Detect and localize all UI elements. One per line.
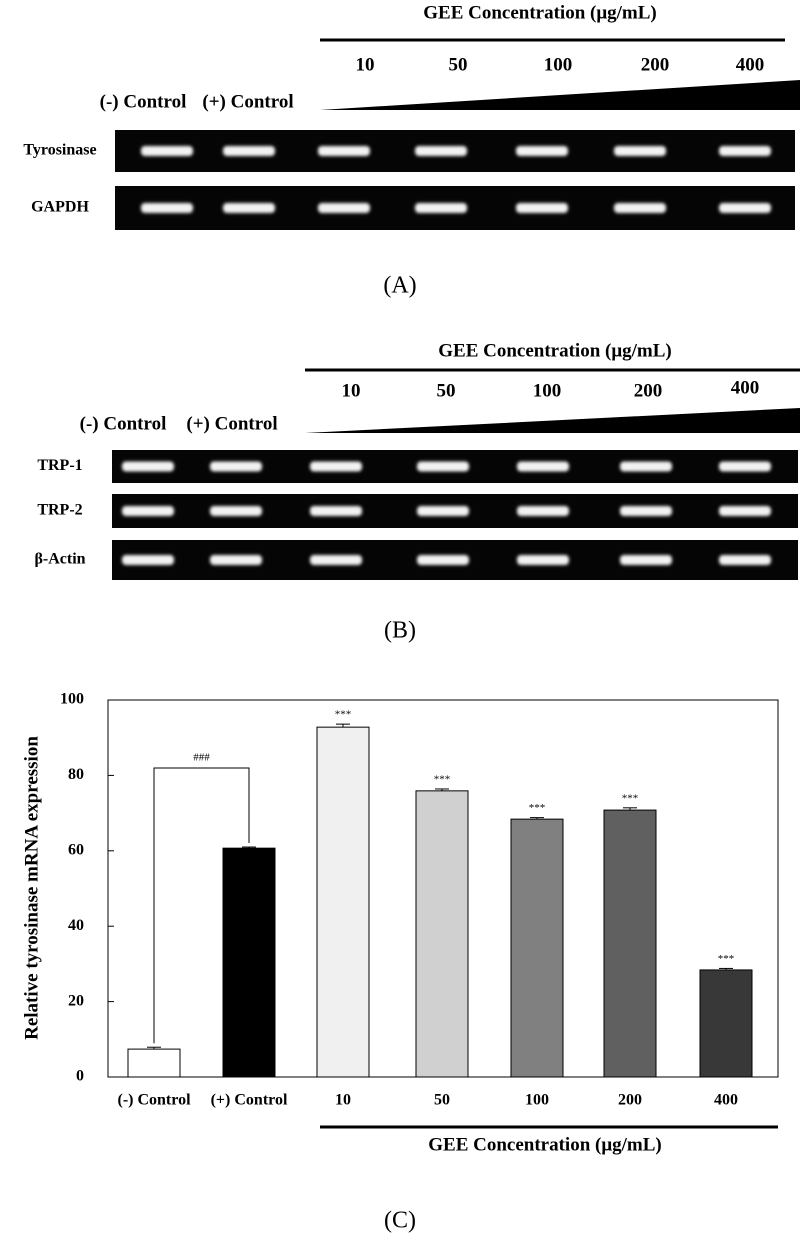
control-label: (+) Control [202,91,293,112]
gel-band [210,506,262,516]
gel-band [614,146,666,156]
gel-band [310,461,362,472]
panel-b: GEE Concentration (μg/mL) (B) 10 50 100 200… [34,340,800,644]
gel-band [223,203,275,213]
y-tick-label: 40 [68,917,84,934]
gel-band [516,203,568,213]
x-tick-label: 10 [335,1092,351,1109]
x-axis-label: GEE Concentration (μg/mL) [428,1134,661,1155]
concentration-title: GEE Concentration (μg/mL) [423,2,656,23]
gene-label: TRP-2 [37,502,82,519]
panel-label: (C) [384,1208,416,1234]
gel-band [719,506,771,516]
gel-band [210,461,262,472]
gene-label: GAPDH [31,199,89,216]
panel-label: (A) [383,273,416,299]
bar [699,969,753,1078]
bracket-label: ### [193,752,210,764]
significance-label: *** [718,953,735,965]
gene-label: Tyrosinase [23,142,96,159]
concentration-label: 100 [544,54,573,75]
concentration-label: 400 [736,54,765,75]
concentration-label: 400 [731,377,760,398]
y-tick-label: 80 [68,766,84,783]
significance-label: *** [622,792,639,804]
gel-band [141,203,193,213]
bar [510,818,564,1078]
gel-band [318,203,370,213]
y-tick-label: 20 [68,992,84,1009]
gel-band [122,461,174,472]
control-label: (-) Control [80,413,167,434]
gel-band [719,555,771,565]
y-tick-label: 0 [76,1068,84,1085]
panel-a: GEE Concentration (μg/mL) (A) 10 50 100 200… [23,2,800,299]
concentration-label: 10 [356,54,375,75]
bar [316,726,370,1078]
concentration-label: 10 [342,380,361,401]
bar [415,790,469,1078]
control-label: (-) Control [100,91,187,112]
gel-band [516,146,568,156]
gel-band [417,555,469,565]
significance-bracket [153,767,250,1044]
x-tick-label: 400 [714,1092,738,1109]
gradient-wedge [320,80,800,110]
gel-band [122,555,174,565]
gel-band [517,506,569,516]
bar [127,1048,181,1078]
concentration-label: 50 [449,54,468,75]
panel-label: (B) [384,618,416,644]
concentration-label: 100 [533,380,562,401]
bar [603,809,657,1078]
x-tick-label: 200 [618,1092,642,1109]
x-tick-label: (-) Control [117,1092,191,1109]
concentration-label: 200 [641,54,670,75]
concentration-title: GEE Concentration (μg/mL) [438,340,671,361]
gel-band [719,146,771,156]
significance-label: *** [434,774,451,786]
gel-band [318,146,370,156]
gel-band [122,506,174,516]
gradient-wedge [305,408,800,433]
gel-band [614,203,666,213]
gel-band [310,506,362,516]
gel-band [620,555,672,565]
gel-band [417,461,469,472]
gel-band [210,555,262,565]
gel-band [310,555,362,565]
control-label: (+) Control [186,413,277,434]
significance-label: *** [529,802,546,814]
gel-band [415,203,467,213]
gel-band [415,146,467,156]
gel-band [417,506,469,516]
bar [222,847,276,1078]
concentration-label: 50 [437,380,456,401]
gel-band [517,555,569,565]
gene-label: β-Actin [34,551,85,568]
gene-label: TRP-1 [37,457,82,474]
gel-band [517,461,569,472]
gel-band [620,461,672,472]
significance-label: *** [335,709,352,721]
y-tick-label: 60 [68,841,84,858]
x-tick-label: 50 [434,1092,450,1109]
gel-band [141,146,193,156]
gel-band [719,461,771,472]
gel-band [719,203,771,213]
x-tick-label: (+) Control [211,1092,288,1109]
concentration-label: 200 [634,380,663,401]
panel-c: Relative tyrosinase mRNA expression GEE … [21,691,779,1234]
x-tick-label: 100 [525,1092,549,1109]
y-tick-label: 100 [60,691,84,708]
y-axis-label: Relative tyrosinase mRNA expression [21,736,42,1040]
gel-band [620,506,672,516]
gel-band [223,146,275,156]
